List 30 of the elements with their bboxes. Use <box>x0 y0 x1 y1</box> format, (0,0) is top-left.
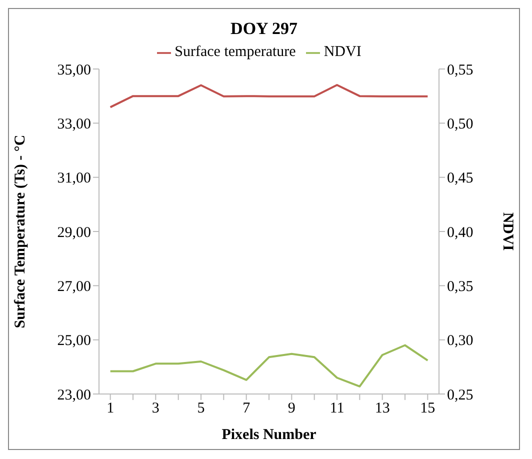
x-tick-label: 1 <box>106 400 114 417</box>
x-tick-label: 15 <box>420 400 436 417</box>
y-tick-label: 23,00 <box>57 387 91 404</box>
line-series <box>109 84 429 108</box>
y2-axis-title: NDVI <box>500 212 516 251</box>
x-tick-label: 3 <box>152 400 160 417</box>
y-tick-label: 33,00 <box>57 116 91 132</box>
legend-label: NDVI <box>324 44 362 60</box>
x-tick-label: 9 <box>288 400 296 417</box>
y-tick-label: 35,00 <box>57 62 91 78</box>
x-axis-title: Pixels Number <box>222 427 317 443</box>
y2-tick-label: 0,45 <box>447 170 474 187</box>
legend-label: Surface temperature <box>174 44 296 60</box>
x-tick-label: 11 <box>330 400 344 417</box>
y-tick-label: 25,00 <box>57 333 91 350</box>
x-tick-label: 13 <box>374 400 390 417</box>
chart-title: DOY 297 <box>230 19 298 39</box>
y2-tick-label: 0,50 <box>447 116 474 132</box>
x-tick-label: 7 <box>242 400 251 417</box>
y-tick-label: 29,00 <box>57 224 91 241</box>
y-tick-label: 31,00 <box>57 170 91 187</box>
y2-tick-label: 0,25 <box>447 387 474 404</box>
y2-tick-label: 0,40 <box>447 224 474 241</box>
y2-tick-label: 0,55 <box>447 62 474 78</box>
line-series <box>109 344 429 388</box>
y-axis-title: Surface Temperature (Ts) - °C <box>12 134 28 328</box>
y2-tick-label: 0,35 <box>447 278 474 295</box>
x-tick-label: 5 <box>197 400 205 417</box>
y2-tick-label: 0,30 <box>447 333 474 350</box>
y-tick-label: 27,00 <box>57 278 91 295</box>
